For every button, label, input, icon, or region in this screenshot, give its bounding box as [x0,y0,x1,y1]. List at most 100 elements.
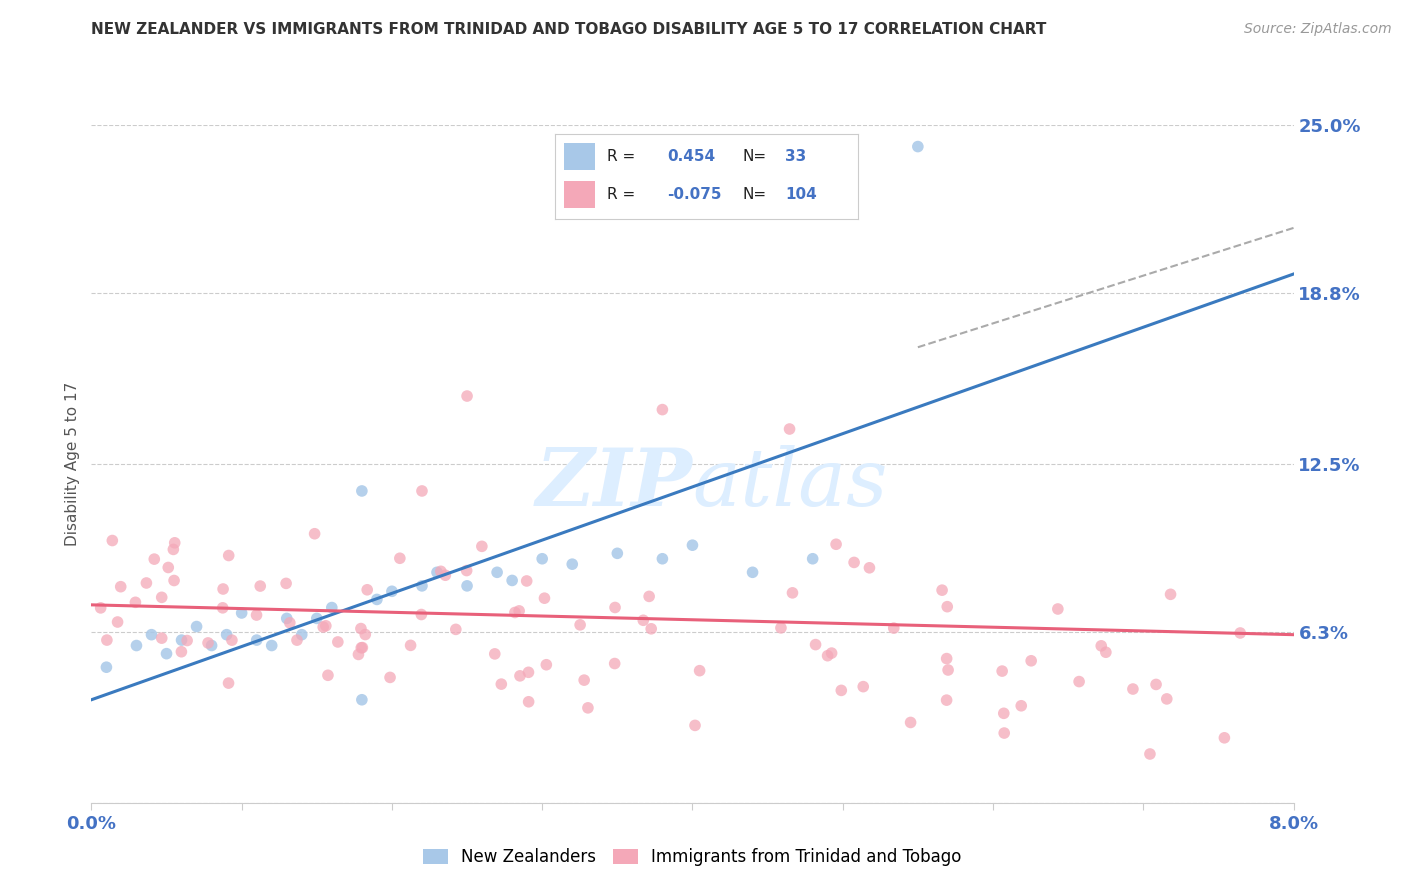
Point [170,633,193,648]
Point [935,651,957,665]
Point [852,680,875,694]
Text: -0.075: -0.075 [668,187,721,202]
Point [399,639,422,653]
Point [347,648,370,662]
Point [124,595,146,609]
Point [606,546,628,560]
Point [820,646,842,660]
Point [769,621,792,635]
Point [993,726,1015,740]
Point [366,592,388,607]
Point [633,613,655,627]
Point [278,615,301,630]
Point [163,574,186,588]
Point [411,483,433,498]
Point [561,557,583,571]
Point [201,639,224,653]
Text: 104: 104 [785,187,817,202]
Point [411,579,433,593]
Point [163,536,186,550]
Bar [564,143,595,170]
Point [110,580,132,594]
Point [503,606,526,620]
Point [444,623,467,637]
Point [378,670,401,684]
Point [1010,698,1032,713]
Point [141,628,163,642]
Text: 33: 33 [785,149,807,164]
Point [517,695,540,709]
Point [484,647,506,661]
Point [993,706,1015,721]
Point [312,620,335,634]
Point [801,551,824,566]
Legend: New Zealanders, Immigrants from Trinidad and Tobago: New Zealanders, Immigrants from Trinidad… [416,841,969,872]
Point [315,619,337,633]
Point [221,633,243,648]
Point [456,389,478,403]
Point [90,600,112,615]
Point [176,633,198,648]
Text: 0.454: 0.454 [668,149,716,164]
Point [231,606,253,620]
Point [1095,645,1118,659]
Point [434,568,457,582]
Point [186,619,208,633]
Point [245,608,267,623]
Point [304,526,326,541]
Point [101,533,124,548]
Point [276,611,298,625]
Point [155,647,177,661]
Point [640,622,662,636]
Point [350,692,373,706]
Text: N=: N= [742,187,766,202]
Point [143,552,166,566]
Point [215,628,238,642]
Point [991,664,1014,678]
Text: N=: N= [742,149,766,164]
Text: ZIP: ZIP [536,445,692,523]
Point [1229,626,1251,640]
Point [96,633,118,648]
Point [471,539,494,553]
Point [1046,602,1069,616]
Point [1156,692,1178,706]
Point [931,583,953,598]
Point [352,640,374,655]
Point [508,604,530,618]
Point [356,582,378,597]
Point [218,676,240,690]
Point [603,657,626,671]
Point [606,204,628,219]
Point [411,607,433,622]
Point [285,633,308,648]
Point [350,640,373,655]
Text: R =: R = [607,149,636,164]
Point [150,631,173,645]
Point [305,611,328,625]
Point [246,633,269,648]
Point [486,566,509,580]
Point [381,584,404,599]
Point [576,701,599,715]
Point [135,576,157,591]
Point [249,579,271,593]
Point [935,693,957,707]
Point [107,615,129,629]
Point [900,715,922,730]
Point [321,600,343,615]
Point [96,660,118,674]
Point [125,639,148,653]
Point [491,677,513,691]
Point [907,139,929,153]
Point [218,549,240,563]
Point [517,665,540,680]
Point [456,564,478,578]
Point [936,663,959,677]
Point [842,556,865,570]
Point [501,574,523,588]
Point [1144,677,1167,691]
Point [274,576,297,591]
Point [354,627,377,641]
Point [150,591,173,605]
